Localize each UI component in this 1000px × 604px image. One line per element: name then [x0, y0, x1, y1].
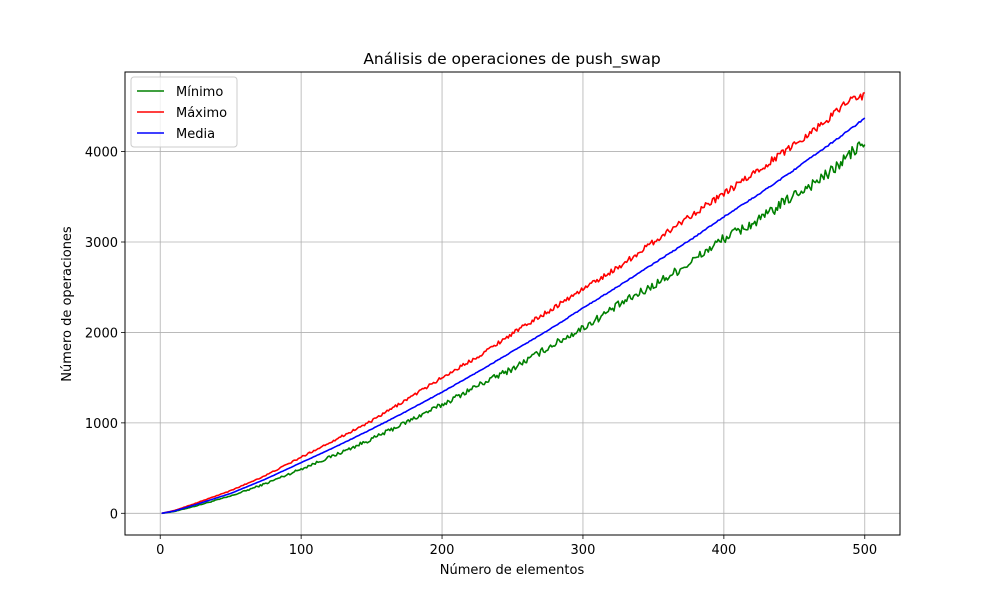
legend: Mínimo Máximo Media [130, 76, 238, 148]
x-tick-label: 200 [430, 543, 455, 558]
y-tick-label: 0 [110, 507, 118, 522]
chart-title: Análisis de operaciones de push_swap [363, 50, 660, 69]
y-axis-ticks: 0 1000 2000 3000 4000 [85, 146, 125, 522]
y-axis-label: Número de operaciones [60, 226, 75, 382]
legend-label: Media [176, 127, 215, 142]
legend-label: Máximo [176, 106, 227, 121]
series-lines [161, 92, 866, 515]
series-line [161, 141, 866, 515]
x-tick-label: 100 [289, 543, 314, 558]
series-line [161, 92, 865, 515]
legend-box [130, 76, 238, 148]
x-tick-label: 500 [852, 543, 877, 558]
legend-label: Mínimo [176, 85, 223, 100]
plot-frame [124, 71, 901, 536]
y-tick-label: 2000 [85, 326, 118, 341]
y-tick-label: 1000 [85, 417, 118, 432]
x-tick-label: 300 [571, 543, 596, 558]
series-line [161, 117, 866, 515]
y-tick-label: 4000 [85, 146, 118, 161]
x-tick-label: 400 [711, 543, 736, 558]
x-axis-ticks: 0 100 200 300 400 500 [156, 535, 877, 558]
x-tick-label: 0 [156, 543, 164, 558]
plot-area [125, 72, 900, 535]
grid-lines [125, 72, 900, 535]
x-axis-label: Número de elementos [440, 563, 585, 578]
y-tick-label: 3000 [85, 236, 118, 251]
